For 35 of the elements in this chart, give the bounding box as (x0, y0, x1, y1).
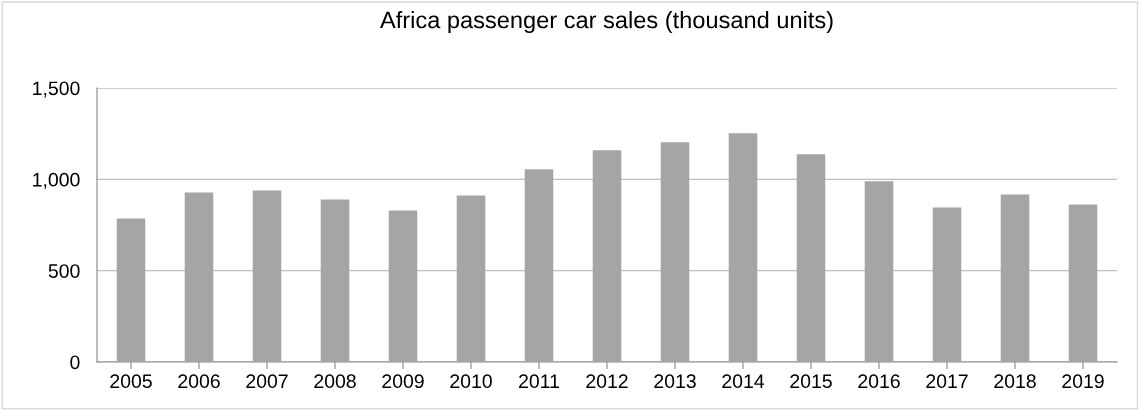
x-tick-label: 2015 (790, 374, 832, 389)
x-tick-label: 2007 (246, 374, 288, 389)
bar (388, 210, 418, 362)
y-tick-label: 0 (70, 355, 80, 370)
bar (728, 133, 758, 362)
x-tick-label: 2016 (858, 374, 900, 389)
x-tick-label: 2013 (654, 374, 696, 389)
x-tick-label: 2006 (178, 374, 220, 389)
x-tick-label: 2005 (110, 374, 152, 389)
x-tick-label: 2011 (519, 374, 559, 389)
bar (524, 169, 554, 362)
y-tick-label: 500 (48, 264, 80, 278)
x-tick-label: 2009 (382, 374, 424, 389)
x-tick-label: 2019 (1062, 374, 1104, 389)
x-tick-label: 2014 (722, 374, 765, 389)
bar (864, 181, 894, 362)
chart-title: Africa passenger car sales (thousand units) (380, 11, 833, 33)
bar (660, 142, 690, 362)
x-tick-label: 2017 (926, 374, 968, 389)
bar (796, 154, 826, 362)
bar (1068, 204, 1098, 362)
bar (184, 192, 214, 362)
bar (456, 195, 486, 362)
bar (1000, 194, 1030, 362)
x-tick-label: 2012 (586, 374, 628, 389)
y-tick-label: 1,000 (33, 172, 80, 189)
x-tick-label: 2018 (994, 374, 1036, 389)
bar (932, 207, 962, 362)
y-tick-label: 1,500 (33, 81, 80, 98)
bar (116, 218, 146, 362)
x-tick-label: 2008 (314, 374, 356, 389)
x-tick-label: 2010 (450, 374, 492, 389)
bar (592, 150, 622, 362)
bar (320, 199, 350, 362)
bar (252, 190, 282, 362)
